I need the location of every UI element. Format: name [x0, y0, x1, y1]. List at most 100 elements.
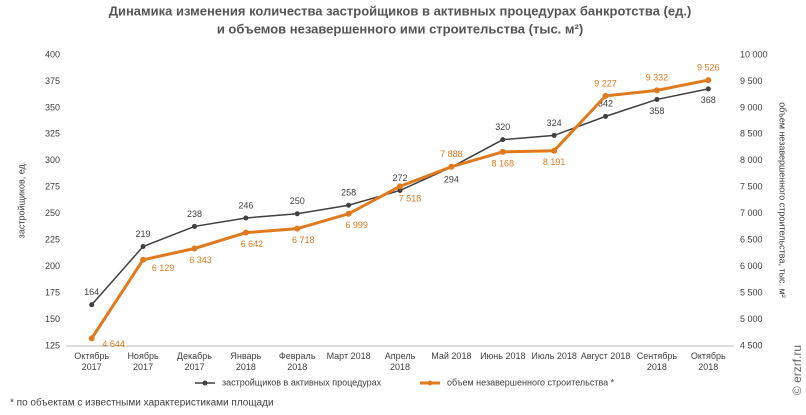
point [140, 244, 146, 250]
point [243, 215, 249, 221]
point [397, 183, 403, 190]
data-label: 246 [238, 200, 253, 210]
legend-marker [427, 380, 433, 386]
data-label: 8 168 [492, 158, 515, 168]
point [191, 223, 197, 229]
point [603, 113, 609, 119]
y-tick-label: 225 [45, 235, 60, 245]
data-label: 6 999 [345, 220, 368, 230]
data-label: 6 642 [241, 239, 264, 249]
data-label: 238 [187, 209, 202, 219]
data-label: 320 [495, 122, 510, 132]
point [705, 86, 711, 92]
y-axis-label: застройщиков, ед. [16, 162, 26, 239]
series-line [90, 78, 709, 340]
point [500, 137, 506, 143]
data-label: 272 [392, 173, 407, 183]
source: © erzrf.ru [790, 345, 804, 395]
point [89, 302, 95, 308]
data-label: 9 227 [594, 78, 617, 88]
y-tick-label: 325 [45, 129, 60, 139]
y2-tick-label: 7 000 [740, 208, 763, 218]
point [294, 211, 300, 217]
y-tick-label: 175 [45, 287, 60, 297]
point [654, 96, 660, 102]
data-label: 9 526 [697, 62, 720, 72]
legend-marker [202, 380, 208, 386]
y2-tick-label: 9 500 [740, 76, 763, 86]
point [140, 256, 147, 263]
point [705, 77, 712, 84]
data-label: 250 [290, 196, 305, 206]
y-tick-label: 150 [45, 314, 60, 324]
data-label: 8 191 [543, 157, 566, 167]
data-label: 368 [701, 95, 716, 105]
y2-tick-label: 8 500 [740, 129, 763, 139]
y2-tick-label: 5 500 [740, 287, 763, 297]
y2-tick-label: 10 000 [740, 49, 768, 59]
legend-label: объем незавершенного строительства * [447, 377, 615, 387]
y-tick-label: 375 [45, 76, 60, 86]
point [345, 210, 352, 217]
point [653, 87, 660, 94]
y-tick-label: 400 [45, 49, 60, 59]
data-label: 258 [341, 188, 356, 198]
x-tick-label: Июнь 2018 [480, 351, 526, 361]
point [397, 187, 403, 193]
data-label: 7 518 [399, 194, 422, 204]
x-tick-label: Февраль 2018 [278, 351, 316, 372]
y2-tick-label: 4 500 [740, 340, 763, 350]
point [242, 229, 249, 236]
y-tick-label: 350 [45, 102, 60, 112]
y2-tick-label: 7 500 [740, 182, 763, 192]
y-tick-label: 300 [45, 155, 60, 165]
point [191, 245, 198, 252]
footnote: * по объектам с известными характеристик… [10, 397, 274, 409]
legend-label: застройщиков в активных процедурах [222, 377, 382, 387]
point [88, 335, 95, 342]
y2-tick-label: 5 000 [740, 314, 763, 324]
data-label: 324 [547, 118, 562, 128]
chart-title: и объемов незавершенного ими строительст… [217, 21, 583, 36]
x-tick-label: Август 2018 [580, 351, 631, 361]
y-tick-label: 275 [45, 182, 60, 192]
point [602, 92, 609, 99]
point [294, 225, 301, 232]
data-label: 6 343 [189, 255, 212, 265]
point [499, 148, 506, 155]
x-tick-label: Октябрь 2018 [690, 351, 726, 372]
chart-title: Динамика изменения количества застройщик… [109, 3, 692, 18]
x-tick-label: Октябрь 2017 [74, 351, 110, 372]
data-label: 6 129 [152, 263, 175, 273]
x-tick-label: Декабрь 2017 [176, 351, 212, 372]
x-tick-label: Июль 2018 [531, 351, 577, 361]
y2-tick-label: 6 500 [740, 235, 763, 245]
x-tick-label: Март 2018 [326, 351, 371, 361]
y-tick-label: 125 [45, 340, 60, 350]
data-label: 164 [84, 287, 99, 297]
data-label: 219 [136, 229, 151, 239]
point [346, 202, 352, 208]
data-label: 4 644 [102, 339, 125, 349]
y-tick-label: 250 [45, 208, 60, 218]
data-label: 6 718 [292, 235, 315, 245]
point [448, 163, 455, 170]
y2-tick-label: 9 000 [740, 102, 763, 112]
y-tick-label: 200 [45, 261, 60, 271]
x-tick-label: Апрель 2018 [384, 351, 416, 372]
data-label: 294 [444, 175, 459, 185]
x-tick-label: Сентябрь 2018 [636, 351, 678, 372]
data-label: 358 [649, 106, 664, 116]
y2-axis-label: объем незавершенного строительства, тыс.… [778, 102, 788, 297]
y2-tick-label: 6 000 [740, 261, 763, 271]
x-tick-label: Ноябрь 2017 [127, 351, 159, 372]
x-tick-label: Май 2018 [431, 351, 472, 361]
data-label: 9 332 [646, 73, 669, 83]
data-label: 7 888 [440, 149, 463, 159]
point [551, 147, 558, 154]
y2-tick-label: 8 000 [740, 155, 763, 165]
data-label: 342 [598, 99, 613, 109]
x-tick-label: Январь 2018 [230, 351, 262, 372]
